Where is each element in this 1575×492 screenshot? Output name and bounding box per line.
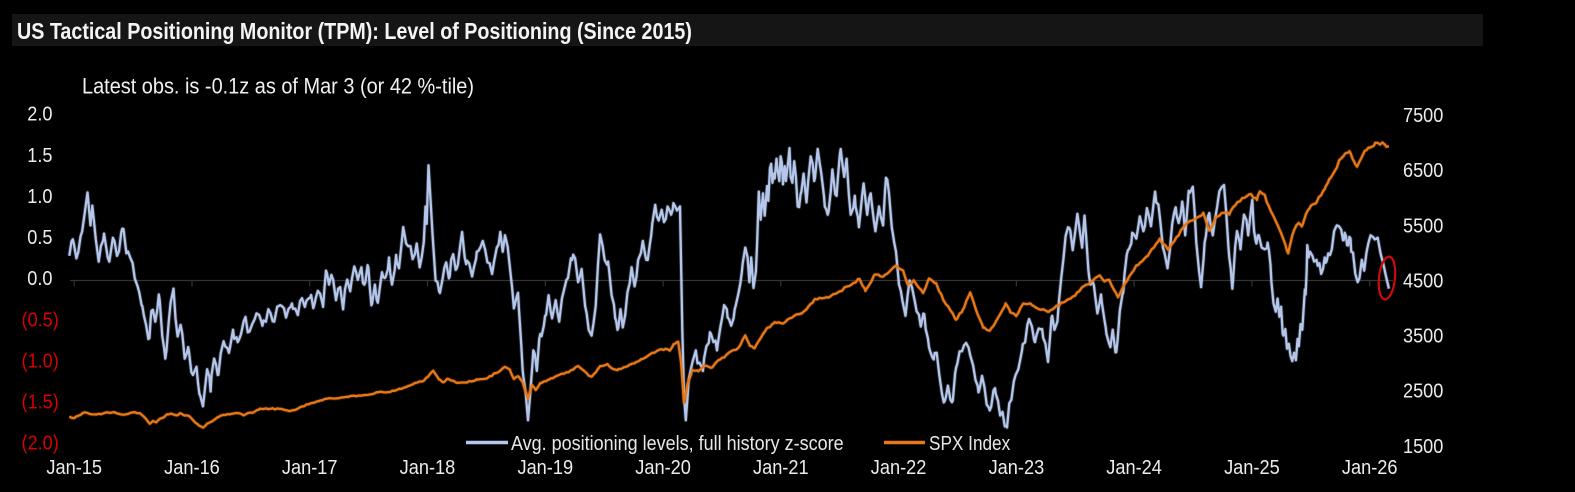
- svg-text:6500: 6500: [1403, 160, 1443, 182]
- svg-text:Jan-21: Jan-21: [753, 457, 809, 479]
- svg-text:(2.0): (2.0): [22, 433, 59, 455]
- svg-text:Jan-26: Jan-26: [1342, 457, 1398, 479]
- svg-text:2.0: 2.0: [27, 104, 52, 126]
- svg-text:1.5: 1.5: [27, 145, 52, 167]
- svg-text:US Tactical Positioning Monito: US Tactical Positioning Monitor (TPM): L…: [17, 19, 692, 45]
- svg-text:Jan-25: Jan-25: [1224, 457, 1280, 479]
- svg-text:Latest obs. is -0.1z as of Mar: Latest obs. is -0.1z as of Mar 3 (or 42 …: [82, 75, 474, 99]
- svg-text:Jan-24: Jan-24: [1106, 457, 1162, 479]
- svg-text:SPX Index: SPX Index: [929, 432, 1011, 455]
- svg-text:(0.5): (0.5): [22, 310, 59, 332]
- svg-text:(1.5): (1.5): [22, 392, 59, 414]
- svg-text:Jan-18: Jan-18: [400, 457, 456, 479]
- svg-text:Jan-17: Jan-17: [282, 457, 338, 479]
- svg-text:(1.0): (1.0): [22, 351, 59, 373]
- svg-text:1.0: 1.0: [27, 186, 52, 208]
- svg-text:Jan-16: Jan-16: [164, 457, 220, 479]
- svg-text:0.5: 0.5: [27, 227, 52, 249]
- svg-text:Jan-19: Jan-19: [517, 457, 573, 479]
- svg-text:1500: 1500: [1403, 436, 1443, 458]
- svg-text:3500: 3500: [1403, 326, 1443, 348]
- svg-text:0.0: 0.0: [27, 268, 52, 290]
- svg-text:4500: 4500: [1403, 271, 1443, 293]
- svg-text:5500: 5500: [1403, 216, 1443, 238]
- svg-text:Jan-20: Jan-20: [635, 457, 691, 479]
- svg-text:Jan-15: Jan-15: [46, 457, 102, 479]
- svg-text:Jan-22: Jan-22: [871, 457, 927, 479]
- svg-text:Avg. positioning levels, full: Avg. positioning levels, full history z-…: [511, 433, 844, 455]
- svg-text:2500: 2500: [1403, 381, 1443, 403]
- svg-text:Jan-23: Jan-23: [989, 457, 1045, 479]
- svg-text:7500: 7500: [1403, 105, 1443, 127]
